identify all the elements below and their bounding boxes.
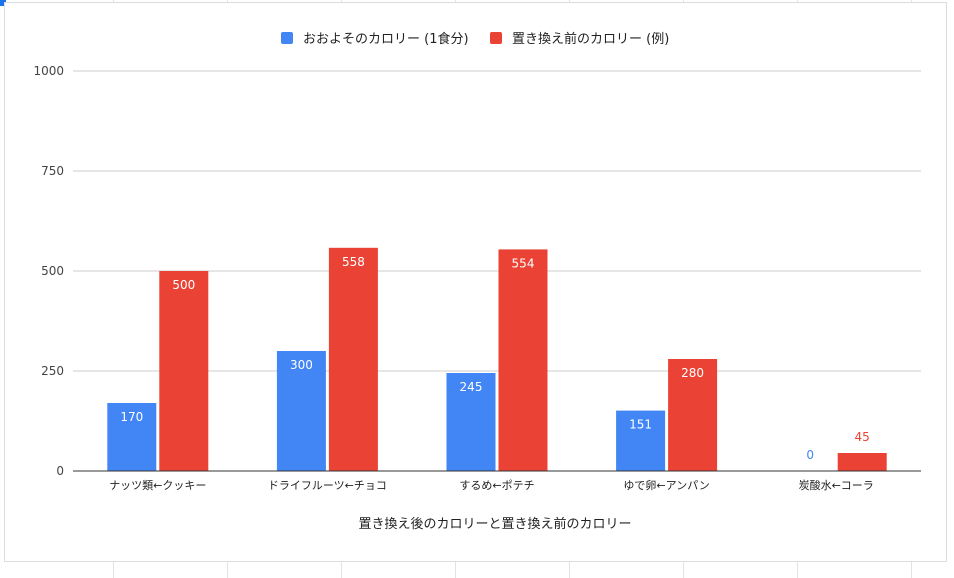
y-tick-label-500: 500: [41, 264, 64, 278]
chart-legend: おおよそのカロリー (1食分) 置き換え前のカロリー (例): [281, 31, 669, 47]
bar-series-2-cat-1[interactable]: [159, 271, 209, 471]
bar-series-1-cat-1[interactable]: [107, 403, 157, 471]
y-axis-tick-labels: 0 250 500 750 1000: [33, 64, 64, 478]
y-tick-label-250: 250: [41, 364, 64, 378]
bar-data-labels: 170 500 300 558 245 554 151 280 0 45: [120, 255, 869, 462]
x-category-label-4: ゆで卵←アンパン: [623, 479, 709, 492]
data-label-series-2-cat-4: 280: [681, 366, 704, 380]
data-label-series-2-cat-3: 554: [512, 256, 535, 270]
bar-series-1-cat-4[interactable]: [616, 410, 666, 471]
bar-series-1-cat-3[interactable]: [446, 373, 496, 471]
x-category-label-2: ドライフルーツ←チョコ: [268, 479, 387, 492]
x-category-label-3: するめ←ポテチ: [459, 479, 534, 492]
selection-corner-mark: [0, 0, 6, 6]
bars: [107, 247, 887, 471]
bar-series-2-cat-3[interactable]: [498, 249, 548, 471]
y-tick-label-0: 0: [56, 464, 64, 478]
bar-series-1-cat-2[interactable]: [276, 351, 326, 471]
x-category-label-5: 炭酸水←コーラ: [799, 478, 874, 492]
legend-swatch-series-2: [490, 32, 502, 44]
bar-series-2-cat-2[interactable]: [328, 247, 378, 471]
x-axis-title: 置き換え後のカロリーと置き換え前のカロリー: [358, 516, 631, 532]
data-label-series-1-cat-5: 0: [806, 448, 814, 462]
gridlines: [73, 70, 921, 372]
x-category-label-1: ナッツ類←クッキー: [109, 479, 206, 492]
data-label-series-1-cat-1: 170: [120, 410, 143, 424]
data-label-series-1-cat-3: 245: [460, 380, 483, 394]
y-tick-label-750: 750: [41, 164, 64, 178]
bar-series-2-cat-4[interactable]: [668, 359, 718, 471]
data-label-series-2-cat-1: 500: [172, 278, 195, 292]
x-axis-category-labels: ナッツ類←クッキー ドライフルーツ←チョコ するめ←ポテチ ゆで卵←アンパン 炭酸水←コ…: [109, 478, 874, 492]
legend-label-series-2: 置き換え前のカロリー (例): [512, 31, 669, 47]
bar-series-2-cat-5[interactable]: [837, 453, 887, 471]
data-label-series-2-cat-2: 558: [342, 255, 365, 269]
data-label-series-2-cat-5: 45: [855, 430, 870, 444]
data-label-series-1-cat-2: 300: [290, 358, 313, 372]
legend-swatch-series-1: [281, 32, 293, 44]
y-tick-label-1000: 1000: [33, 64, 64, 78]
legend-label-series-1: おおよそのカロリー (1食分): [303, 31, 469, 47]
data-label-series-1-cat-4: 151: [629, 418, 652, 432]
